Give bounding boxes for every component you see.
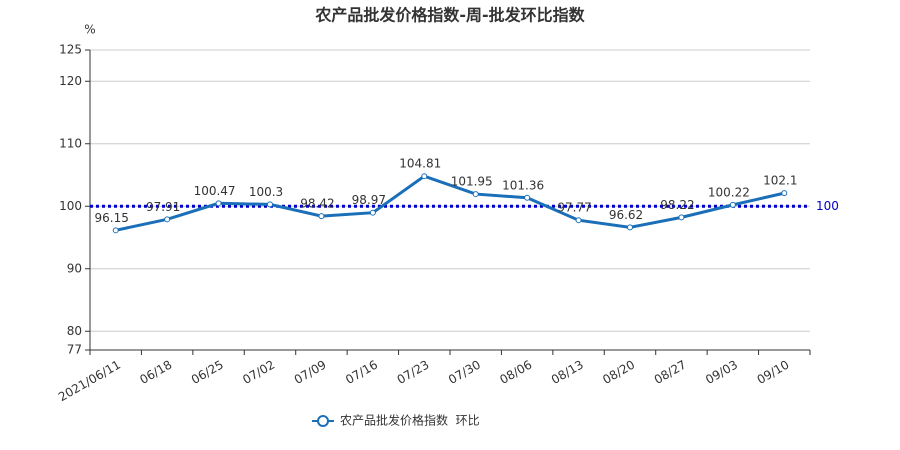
series-line [115, 174, 785, 232]
x-tick-label: 07/23 [395, 358, 432, 387]
y-unit: % [84, 23, 95, 37]
point [781, 190, 788, 197]
data-label: 100.3 [249, 185, 283, 199]
data-label: 98.22 [660, 198, 694, 212]
point [472, 191, 479, 198]
x-tick-label: 06/18 [137, 358, 174, 387]
legend-label: 农产品批发价格指数 环比 [340, 413, 480, 428]
x-tick-label: 08/06 [497, 358, 534, 387]
x-tick-label: 08/13 [549, 358, 586, 387]
point [678, 214, 685, 221]
data-label: 102.1 [763, 174, 797, 188]
x-tick-label: 07/30 [446, 358, 483, 387]
point [421, 173, 428, 180]
data-label: 98.97 [352, 193, 386, 207]
y-tick-label: 120 [59, 74, 82, 88]
data-label: 97.91 [146, 200, 180, 214]
y-tick-label: 100 [59, 199, 82, 213]
x-tick-label: 07/16 [343, 358, 380, 387]
y-tick-label: 125 [59, 43, 82, 57]
x-tick-label: 07/02 [240, 358, 277, 387]
y-tick-label: 90 [67, 261, 82, 275]
point [575, 217, 582, 224]
x-tick-label: 07/09 [292, 358, 329, 387]
data-label: 98.42 [300, 197, 334, 211]
point [318, 213, 325, 220]
data-label: 96.62 [609, 208, 643, 222]
data-label: 97.77 [557, 201, 591, 215]
data-label: 101.36 [502, 178, 544, 192]
point [729, 201, 736, 208]
x-tick-label: 09/10 [755, 358, 792, 387]
data-label: 101.95 [451, 175, 493, 189]
x-tick-label: 08/27 [652, 358, 689, 387]
point [627, 224, 633, 231]
data-label: 96.15 [95, 211, 129, 225]
point [164, 216, 171, 223]
y-tick-label: 77 [67, 343, 82, 357]
reference-label: 100 [816, 199, 839, 213]
chart-title: 农产品批发价格指数-周-批发环比指数 [314, 6, 585, 25]
y-tick-label: 80 [67, 324, 82, 338]
x-tick-label: 2021/06/11 [56, 358, 123, 405]
x-tick-label: 06/25 [189, 358, 226, 387]
legend-marker [317, 415, 329, 427]
data-label: 100.22 [708, 185, 750, 199]
data-label: 104.81 [399, 157, 441, 171]
x-tick-label: 08/20 [600, 358, 637, 387]
x-tick-label: 09/03 [703, 358, 740, 387]
point [215, 200, 222, 207]
point [524, 194, 531, 201]
point [112, 227, 119, 234]
y-tick-label: 110 [59, 136, 82, 150]
point [267, 201, 273, 208]
point [369, 209, 376, 216]
data-label: 100.47 [194, 184, 236, 198]
